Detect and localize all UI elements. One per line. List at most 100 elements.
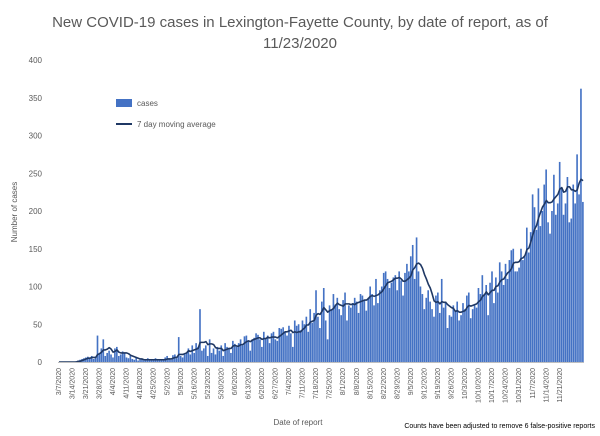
cases-bar [92, 358, 95, 362]
cases-bar [529, 232, 532, 362]
cases-bar [431, 309, 433, 362]
cases-bar [437, 292, 439, 362]
cases-bar [539, 226, 542, 362]
cases-bar [201, 350, 203, 362]
cases-bar [483, 295, 486, 362]
cases-bar [342, 300, 344, 362]
cases-bar [280, 328, 283, 362]
cases-bar [106, 352, 108, 362]
x-tick-label: 5/9/2020 [178, 368, 185, 395]
cases-bar [359, 294, 362, 362]
cases-bar [487, 315, 489, 362]
cases-bar [116, 346, 118, 362]
cases-bar [324, 320, 327, 362]
cases-bar [380, 286, 383, 362]
y-tick-label: 100 [29, 283, 43, 292]
x-tick-label: 7/25/2020 [327, 368, 334, 399]
cases-bar [307, 331, 310, 362]
cases-bar [473, 305, 476, 363]
cases-bar [125, 357, 128, 362]
x-tick-label: 8/22/2020 [381, 368, 388, 399]
cases-bar [562, 214, 565, 362]
cases-bar [319, 328, 321, 362]
cases-bar [232, 340, 234, 362]
x-tick-label: 11/21/2020 [557, 368, 564, 403]
y-tick-label: 400 [29, 56, 43, 65]
cases-bar [218, 350, 221, 362]
cases-bar [170, 359, 172, 362]
y-tick-label: 150 [29, 245, 43, 254]
cases-bar [160, 360, 163, 362]
cases-bar [475, 307, 478, 362]
cases-bar [566, 177, 569, 362]
cases-bar [96, 335, 99, 362]
cases-bar [350, 307, 352, 362]
cases-bar [123, 352, 126, 362]
x-tick-label: 6/6/2020 [232, 368, 239, 395]
cases-bar [357, 312, 360, 362]
cases-bar [295, 325, 298, 362]
cases-bar [568, 222, 571, 362]
cases-bar [179, 355, 182, 362]
cases-bar [446, 328, 449, 362]
cases-bar [496, 292, 499, 362]
y-tick-label: 50 [33, 320, 42, 329]
cases-bar [88, 358, 91, 362]
cases-bar [423, 309, 426, 362]
cases-bar [417, 271, 420, 362]
cases-bar [328, 305, 331, 363]
x-tick-label: 11/7/2020 [530, 368, 537, 399]
cases-bar [398, 271, 400, 362]
cases-bar [197, 346, 199, 362]
cases-bar [469, 318, 472, 362]
chart-title-line-1: New COVID-19 cases in Lexington-Fayette … [52, 14, 548, 31]
cases-bar [525, 227, 528, 362]
cases-bar [313, 312, 315, 362]
x-tick-label: 7/18/2020 [313, 368, 320, 399]
cases-bar [117, 355, 120, 362]
cases-bar [239, 339, 242, 362]
cases-bar [94, 357, 97, 362]
cases-bar [390, 282, 393, 362]
cases-bar [262, 331, 265, 362]
footnote: Counts have been adjusted to remove 6 fa… [404, 423, 595, 430]
cases-bar [203, 348, 205, 362]
y-tick-label: 350 [29, 94, 43, 103]
cases-bar [406, 263, 408, 362]
cases-bar [433, 316, 435, 362]
cases-bar [264, 337, 267, 362]
cases-bar [127, 358, 130, 362]
cases-bar [311, 322, 313, 362]
cases-bar [520, 248, 522, 362]
cases-bar [365, 310, 368, 362]
x-tick-label: 3/28/2020 [97, 368, 104, 399]
cases-bar [402, 295, 404, 362]
cases-bar [251, 339, 254, 362]
cases-bar [220, 345, 223, 362]
cases-bar [187, 348, 190, 362]
cases-bar [334, 304, 337, 362]
cases-bar [322, 288, 325, 362]
x-tick-label: 7/11/2020 [300, 368, 307, 399]
cases-bar [545, 169, 547, 362]
cases-bar [479, 294, 482, 362]
cases-bar [309, 309, 312, 362]
cases-bar [90, 355, 93, 362]
cases-bar [558, 161, 561, 362]
chart-title-line-2: 11/23/2020 [263, 35, 337, 52]
cases-bar [303, 324, 306, 362]
cases-bar [274, 339, 277, 362]
cases-bar [373, 305, 375, 363]
cases-bar [516, 271, 518, 362]
cases-bar [193, 352, 196, 362]
cases-bar [404, 272, 406, 362]
cases-bar [210, 352, 213, 362]
cases-bar [259, 339, 261, 362]
moving-average-series-line [58, 178, 584, 363]
y-axis-title: Number of cases [10, 182, 19, 242]
cases-bar [340, 315, 342, 362]
cases-bar [189, 354, 192, 362]
cases-bar [363, 300, 366, 362]
cases-bar [527, 252, 530, 362]
